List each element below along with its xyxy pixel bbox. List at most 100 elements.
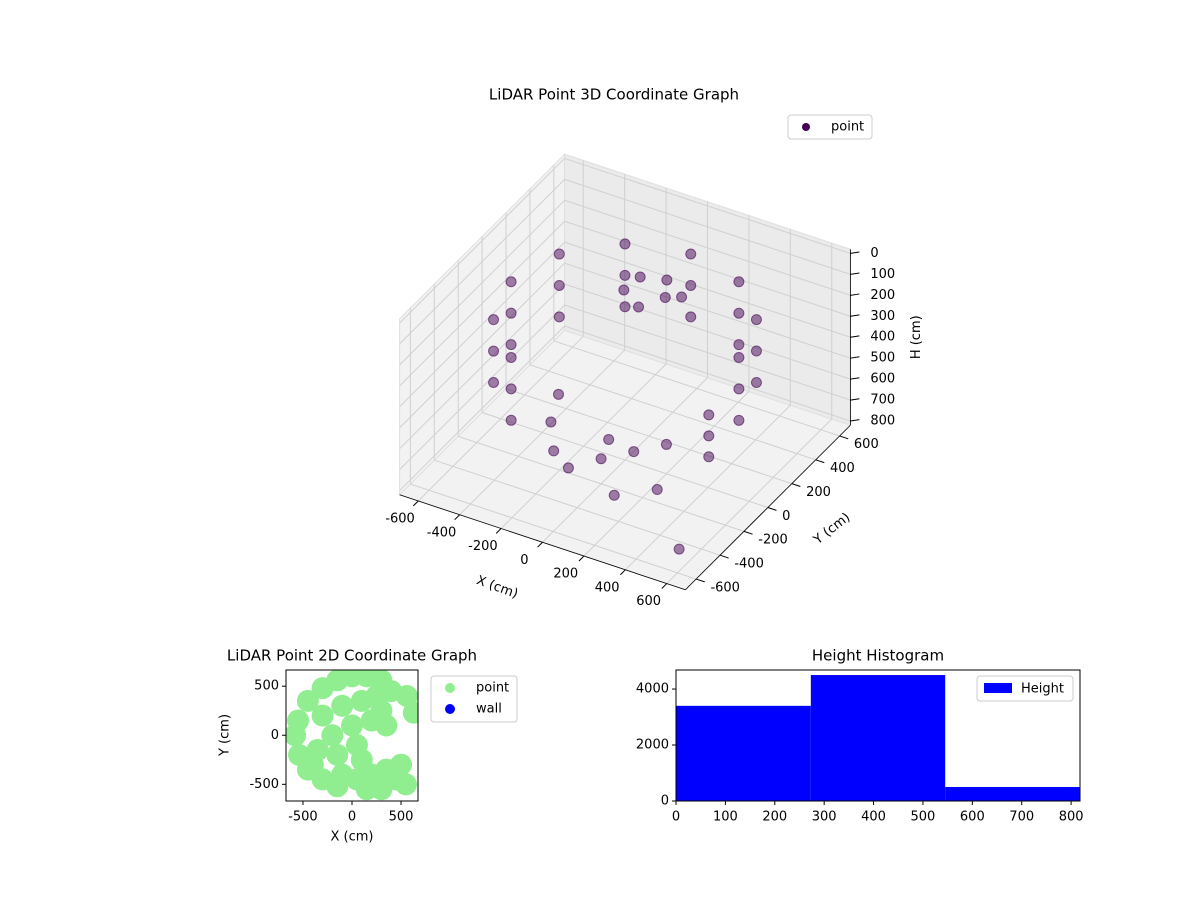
point [341, 714, 363, 737]
grid-line [458, 435, 745, 532]
point [595, 453, 607, 465]
z-tick-label: 0 [870, 246, 878, 261]
x-tick-label: 300 [812, 810, 837, 825]
x-tick-label: 200 [553, 567, 578, 582]
z-tick-label: 200 [870, 288, 895, 303]
point [402, 701, 418, 724]
chart-title: LiDAR Point 3D Coordinate Graph [489, 86, 739, 104]
point [750, 345, 762, 357]
point [311, 677, 334, 700]
point [321, 724, 344, 747]
points [286, 670, 418, 801]
tick-mark [850, 335, 860, 338]
point [661, 274, 673, 286]
point [505, 351, 517, 363]
grid-line [564, 157, 851, 254]
z-axis-label: H (cm) [909, 315, 924, 359]
tick-mark [537, 541, 543, 548]
point [685, 311, 697, 323]
grid-line [410, 483, 697, 580]
legend-marker [802, 123, 810, 131]
x-tick-label: 500 [911, 810, 936, 825]
point [685, 279, 697, 291]
tick-mark [850, 377, 860, 380]
point [350, 748, 373, 771]
point [619, 301, 631, 313]
x-tick-label: -600 [385, 512, 415, 527]
x-tick-label: 0 [520, 553, 528, 568]
y-tick-label: 2000 [636, 738, 669, 753]
legend-label: point [831, 120, 864, 135]
legend-marker [445, 704, 455, 714]
x-tick-label: 100 [713, 810, 738, 825]
point [331, 694, 354, 717]
y-tick-label: 0 [782, 509, 790, 524]
grid-line [399, 158, 565, 324]
tick-mark [495, 528, 502, 534]
point [603, 433, 615, 445]
point [750, 376, 762, 388]
chart-title: Height Histogram [812, 647, 944, 665]
x-tick-label: 600 [960, 810, 985, 825]
point [505, 276, 517, 288]
tick-mark [719, 554, 729, 559]
z-tick-label: 800 [870, 414, 895, 429]
point [326, 743, 349, 766]
point [619, 269, 631, 281]
grid-line [399, 179, 565, 345]
x-tick-label: 700 [1009, 810, 1034, 825]
z-tick-label: 400 [870, 330, 895, 345]
x-tick-label: 200 [762, 810, 787, 825]
x-tick-label: -500 [288, 810, 318, 825]
tick-mark [743, 530, 753, 535]
legend-label: Height [1021, 682, 1064, 697]
point [505, 414, 517, 426]
point [505, 307, 517, 319]
tick-mark [839, 435, 849, 440]
point [390, 753, 413, 776]
chart-title: LiDAR Point 2D Coordinate Graph [227, 647, 477, 665]
x-tick-label: 500 [389, 810, 414, 825]
point [548, 445, 560, 457]
point [659, 291, 671, 303]
tick-mark [850, 398, 860, 401]
legend-label: wall [476, 702, 502, 717]
z-tick-label: 600 [870, 372, 895, 387]
x-tick-label: 600 [636, 594, 661, 609]
axis-line [399, 494, 686, 591]
point [296, 689, 319, 712]
legend-marker [984, 683, 1012, 693]
tick-mark [695, 578, 705, 583]
grid-line [564, 283, 851, 380]
bar [810, 675, 946, 801]
grid-line [564, 220, 851, 317]
point [628, 446, 640, 458]
grid-line [399, 199, 565, 366]
x-tick-label: 400 [861, 810, 886, 825]
tick-mark [850, 251, 860, 254]
point [685, 248, 697, 260]
point [619, 238, 631, 250]
x-tick-label: -400 [427, 525, 457, 540]
point [286, 724, 307, 747]
y-axis-label: Y (cm) [218, 714, 233, 757]
grid-line [564, 178, 851, 275]
tick-mark [850, 314, 860, 317]
plot-frame [675, 669, 1081, 802]
y-axis-label: Y (cm) [810, 510, 853, 548]
point [552, 388, 564, 400]
tick-mark [850, 272, 860, 275]
point [488, 376, 500, 388]
point [618, 284, 630, 296]
grid-line [564, 199, 851, 296]
point [733, 307, 745, 319]
x-tick-label: -200 [468, 539, 498, 554]
bar [945, 787, 1080, 801]
point [311, 704, 334, 727]
point [634, 271, 646, 283]
grid-line [505, 388, 792, 485]
x-axis-label: X (cm) [474, 573, 520, 602]
grid-line [399, 241, 565, 408]
point [375, 714, 398, 737]
point [660, 438, 672, 450]
